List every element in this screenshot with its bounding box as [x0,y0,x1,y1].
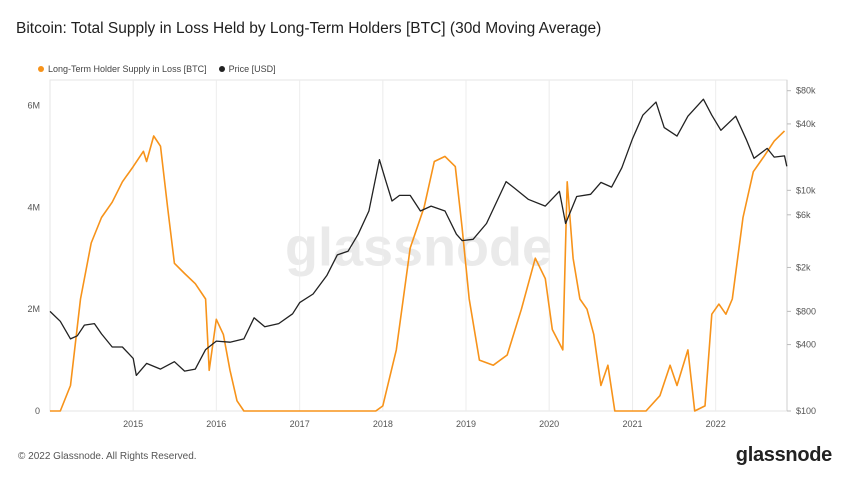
y-left-tick-label: 4M [27,202,40,212]
lth-supply-series-line [50,130,786,412]
x-tick-label: 2019 [456,419,476,429]
y-right-tick-label: $80k [796,86,816,96]
y-left-tick-label: 0 [35,406,40,416]
x-tick-label: 2021 [623,419,643,429]
legend-item-price[interactable]: Price [USD] [218,64,276,74]
brand-logo: glassnode [735,444,833,466]
chart-svg: glassnode 2015 2016 2017 2018 2019 2020 2021 202… [27,79,816,429]
y-right-tick-label: $100 [796,406,816,416]
watermark-text: glassnode [285,218,552,278]
y-right-tick-label: $2k [796,262,811,272]
price-series-line [49,98,788,377]
x-tick-label: 2015 [123,419,143,429]
y-left-tick-label: 2M [27,304,40,314]
legend-swatch-lth-supply [38,66,44,72]
x-tick-label: 2022 [706,419,726,429]
x-tick-label: 2018 [373,419,393,429]
y-left-tick-label: 6M [27,100,40,110]
y-right-tick-label: $10k [796,185,816,195]
legend-label-price: Price [USD] [228,64,276,74]
y-right-tick-label: $400 [796,340,816,350]
legend: Long-Term Holder Supply in Loss [BTC] Pr… [38,64,276,74]
y-right-tick-label: $40k [796,119,816,129]
legend-swatch-price [218,66,225,72]
y-right-tick-label: $6k [796,210,811,220]
x-tick-label: 2020 [539,419,559,429]
legend-label-lth-supply: Long-Term Holder Supply in Loss [BTC] [48,64,207,74]
chart-title: Bitcoin: Total Supply in Loss Held by Lo… [16,20,602,37]
copyright-text: © 2022 Glassnode. All Rights Reserved. [18,451,197,462]
y-right-tick-label: $800 [796,306,816,316]
x-tick-label: 2016 [206,419,226,429]
chart-area: glassnode 2015 2016 2017 2018 2019 2020 2021 202… [27,79,816,429]
x-tick-label: 2017 [290,419,310,429]
legend-item-lth-supply[interactable]: Long-Term Holder Supply in Loss [BTC] [38,64,207,74]
